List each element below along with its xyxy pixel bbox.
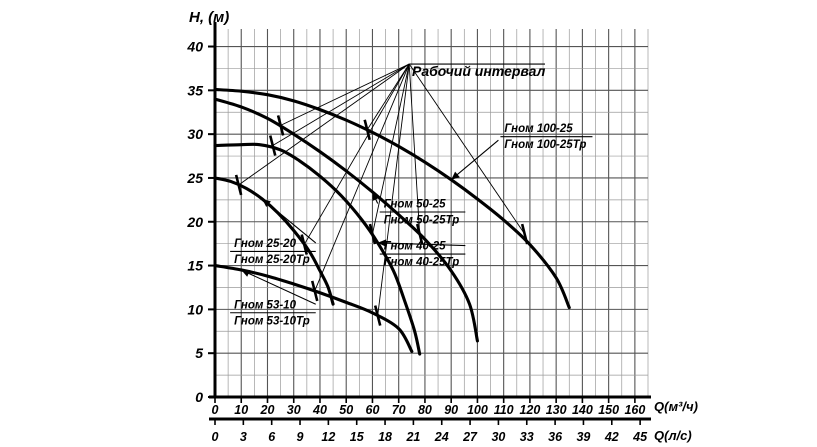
- x-tick-label-primary: 80: [418, 403, 432, 417]
- callout-гном-25-20: Гном 25-20 Гном 25-20Тр: [230, 198, 317, 266]
- leader-line: [408, 63, 526, 235]
- x-tick-label-primary: 160: [624, 403, 645, 417]
- x-tick-label-primary: 90: [444, 403, 458, 417]
- x-tick-label-secondary: 33: [520, 430, 534, 444]
- x-tick-label-primary: 30: [287, 403, 301, 417]
- leader-line: [372, 63, 410, 235]
- x-tick-label-primary: 10: [234, 403, 248, 417]
- x-tick-label-secondary: 6: [268, 430, 276, 444]
- x-tick-label-primary: 130: [546, 403, 567, 417]
- y-tick-label: 20: [186, 214, 203, 230]
- y-axis-label: H, (м): [189, 9, 229, 26]
- x-tick-label-secondary: 18: [378, 430, 392, 444]
- callout-label-line1: Гном 50-25: [384, 198, 446, 210]
- callout-pointer: [261, 198, 317, 244]
- x-tick-label-secondary: 9: [297, 430, 304, 444]
- callout-pointer: [450, 139, 499, 181]
- x-tick-label-primary: 50: [339, 403, 353, 417]
- x-axis-secondary-label: Q(л/с): [654, 428, 692, 443]
- callout-arrowhead: [451, 171, 460, 180]
- callout-гном-40-25: Гном 40-25 Гном 40-25Тр: [377, 239, 466, 269]
- callout-label-line1: Гном 100-25: [504, 123, 573, 135]
- x-tick-label-primary: 100: [467, 403, 488, 417]
- x-tick-label-primary: 40: [312, 403, 327, 417]
- y-tick-label: 40: [186, 39, 203, 55]
- x-tick-label-primary: 110: [494, 403, 514, 417]
- x-tick-label-secondary: 45: [632, 430, 648, 444]
- callout-label-line1: Гном 40-25: [384, 241, 446, 253]
- callout-pointer: [377, 242, 466, 247]
- x-tick-label-primary: 70: [392, 403, 406, 417]
- y-axis-tick-labels: 0 5 10 15 20 25 30 35 40: [186, 39, 203, 405]
- y-tick-label: 25: [186, 170, 203, 186]
- callout-label-line1: Гном 25-20: [234, 238, 296, 250]
- callout-label-line1: Гном 53-10: [234, 299, 296, 311]
- operating-interval-leader-lines: [238, 63, 545, 316]
- x-tick-label-secondary: 27: [462, 430, 478, 444]
- leader-line: [280, 63, 410, 126]
- callout-гном-50-25: Гном 50-25 Гном 50-25Тр: [371, 191, 466, 226]
- leader-line: [408, 64, 421, 235]
- y-tick-label: 10: [187, 301, 203, 317]
- x-tick-label-secondary: 0: [212, 430, 219, 444]
- x-tick-label-secondary: 15: [350, 430, 365, 444]
- x-tick-label-primary: 120: [519, 403, 540, 417]
- x-tick-label-secondary: 12: [321, 430, 335, 444]
- y-tick-label: 15: [187, 258, 203, 274]
- callout-arrowhead: [372, 191, 380, 201]
- x-tick-label-primary: 0: [212, 403, 219, 417]
- callout-label-line2: Гном 25-20Тр: [234, 254, 310, 266]
- leader-line: [272, 63, 410, 146]
- x-tick-label-primary: 150: [598, 403, 619, 417]
- callout-label-line2: Гном 50-25Тр: [384, 214, 460, 226]
- x-tick-label-primary: 140: [572, 403, 593, 417]
- x-tick-label-primary: 20: [260, 403, 275, 417]
- operating-interval-annotation: Рабочий интервал: [412, 63, 546, 79]
- callout-arrowhead: [377, 239, 387, 247]
- x-tick-label-secondary: 36: [548, 430, 563, 444]
- x-axis-primary-label: Q(м³/ч): [654, 399, 698, 414]
- x-axis-primary-tick-labels: 0 10 20 30 40 50 60 70 80 90 100 110 120 130 140 150 160: [212, 403, 646, 417]
- x-tick-label-secondary: 30: [491, 430, 505, 444]
- leader-line: [377, 63, 410, 316]
- callout-pointer: [241, 269, 316, 305]
- y-tick-label: 30: [187, 126, 203, 142]
- y-tick-label: 5: [195, 345, 203, 361]
- leader-line: [366, 63, 410, 131]
- y-tick-label: 0: [195, 389, 203, 405]
- callout-label-line2: Гном 53-10Тр: [234, 315, 310, 327]
- callout-label-line2: Гном 40-25Тр: [384, 257, 460, 269]
- x-tick-label-secondary: 39: [576, 430, 590, 444]
- callout-arrowhead: [241, 269, 251, 277]
- x-tick-label-secondary: 24: [434, 430, 449, 444]
- x-tick-label-secondary: 3: [240, 430, 247, 444]
- curve-гном-50-25: [213, 97, 479, 343]
- curve-гном-40-25: [213, 142, 422, 356]
- callout-гном-100-25: Гном 100-25 Гном 100-25Тр: [450, 123, 593, 181]
- callout-гном-53-10: Гном 53-10 Гном 53-10Тр: [230, 269, 316, 327]
- x-axis-secondary-tick-labels: 0 3 6 9 12 15 18 21 24 27 30 33 36 39 42 45: [212, 430, 649, 444]
- leader-line: [303, 63, 410, 245]
- leader-line: [314, 63, 410, 292]
- callout-label-line2: Гном 100-25Тр: [504, 139, 586, 151]
- axes: [208, 22, 651, 425]
- x-tick-label-primary: 60: [366, 403, 380, 417]
- x-tick-label-secondary: 42: [604, 430, 619, 444]
- x-tick-label-secondary: 21: [405, 430, 420, 444]
- leader-line: [238, 63, 410, 186]
- y-tick-label: 35: [187, 82, 203, 98]
- callout-arrowhead: [262, 198, 271, 208]
